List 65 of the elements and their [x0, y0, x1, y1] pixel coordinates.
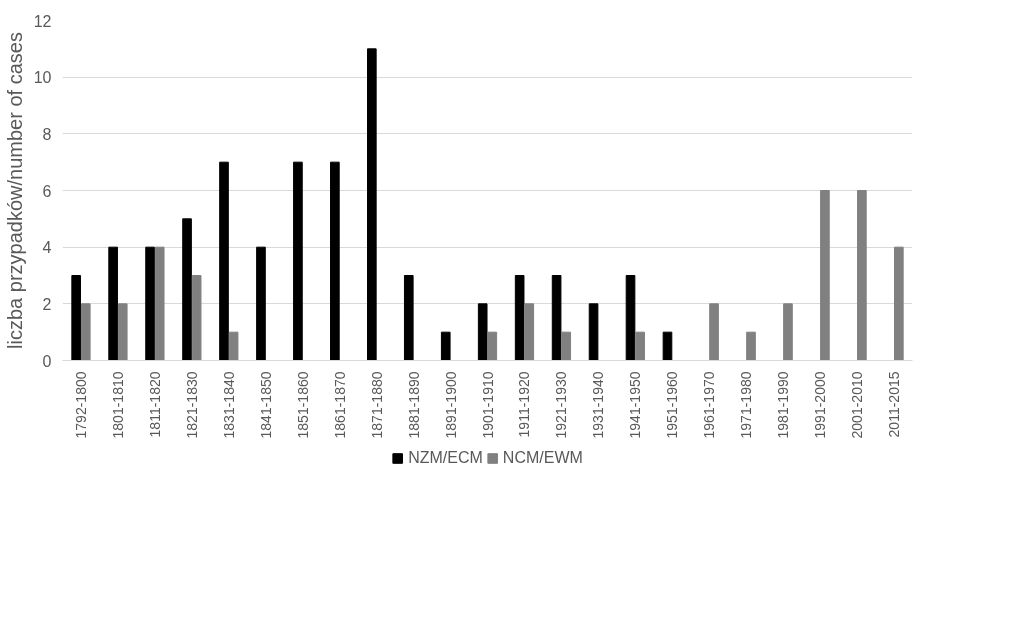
y-tick-label: 12 [33, 12, 52, 30]
bar [477, 303, 488, 361]
bar [191, 275, 202, 361]
bar [71, 275, 81, 361]
x-tick-label: 1792-1800 [72, 371, 89, 439]
x-tick-label: 2011-2015 [886, 371, 903, 438]
bar [228, 331, 239, 361]
x-tick-label: 1881-1890 [405, 371, 422, 439]
x-tick-label: 1851-1860 [294, 371, 311, 439]
bar [219, 161, 229, 361]
bar [709, 303, 719, 361]
bar [820, 190, 830, 361]
bar [403, 275, 414, 361]
bar [330, 161, 340, 361]
legend-label: NCM/EWM [502, 449, 583, 467]
bar [367, 48, 377, 361]
y-axis-title: liczba przypadków/number of cases [3, 32, 26, 349]
y-tick-label: 6 [42, 182, 52, 200]
bar [551, 275, 562, 361]
x-tick-label: 1811-1820 [146, 371, 163, 438]
bar [117, 303, 128, 361]
bar [440, 331, 451, 361]
y-tick-label: 8 [42, 125, 52, 143]
x-tick-label: 1821-1830 [183, 371, 200, 439]
x-tick-label: 1871-1880 [368, 371, 385, 439]
bar [635, 331, 645, 361]
x-tick-label: 1971-1980 [738, 371, 755, 439]
bar [857, 190, 867, 361]
bar [561, 331, 572, 361]
bar [80, 303, 91, 361]
x-tick-label: 2001-2010 [849, 371, 866, 439]
x-tick-label: 1901-1910 [479, 371, 496, 439]
bar [154, 246, 165, 361]
x-tick-label: 1931-1940 [590, 371, 607, 439]
x-tick-label: 1941-1950 [627, 371, 644, 439]
x-tick-label: 1891-1900 [442, 371, 459, 439]
x-tick-label: 1841-1850 [257, 371, 274, 439]
x-tick-label: 1921-1930 [553, 371, 570, 439]
bar [746, 331, 756, 361]
x-tick-label: 1981-1990 [775, 371, 792, 439]
x-tick-label: 1961-1970 [701, 371, 718, 439]
legend-label: NZM/ECM [408, 449, 483, 467]
bar [145, 246, 155, 361]
bar [662, 331, 673, 361]
x-tick-label: 1991-2000 [812, 371, 829, 439]
bar [108, 246, 118, 361]
y-tick-label: 2 [42, 295, 52, 313]
bar [783, 303, 793, 361]
x-tick-label: 1831-1840 [220, 371, 237, 439]
y-tick-label: 0 [42, 352, 52, 370]
y-tick-label: 4 [42, 239, 52, 257]
bar [256, 246, 266, 361]
bar [588, 303, 599, 361]
bar [524, 303, 535, 361]
x-tick-label: 1801-1810 [109, 371, 126, 439]
x-tick-label: 1861-1870 [331, 371, 348, 439]
bar [894, 246, 904, 361]
bar [625, 275, 636, 361]
bar [182, 218, 192, 361]
y-tick-label: 10 [33, 69, 52, 87]
x-tick-label: 1951-1960 [664, 371, 681, 439]
bar [487, 331, 498, 361]
x-tick-label: 1911-1920 [516, 371, 533, 438]
bar [293, 161, 303, 361]
bar [514, 275, 525, 361]
